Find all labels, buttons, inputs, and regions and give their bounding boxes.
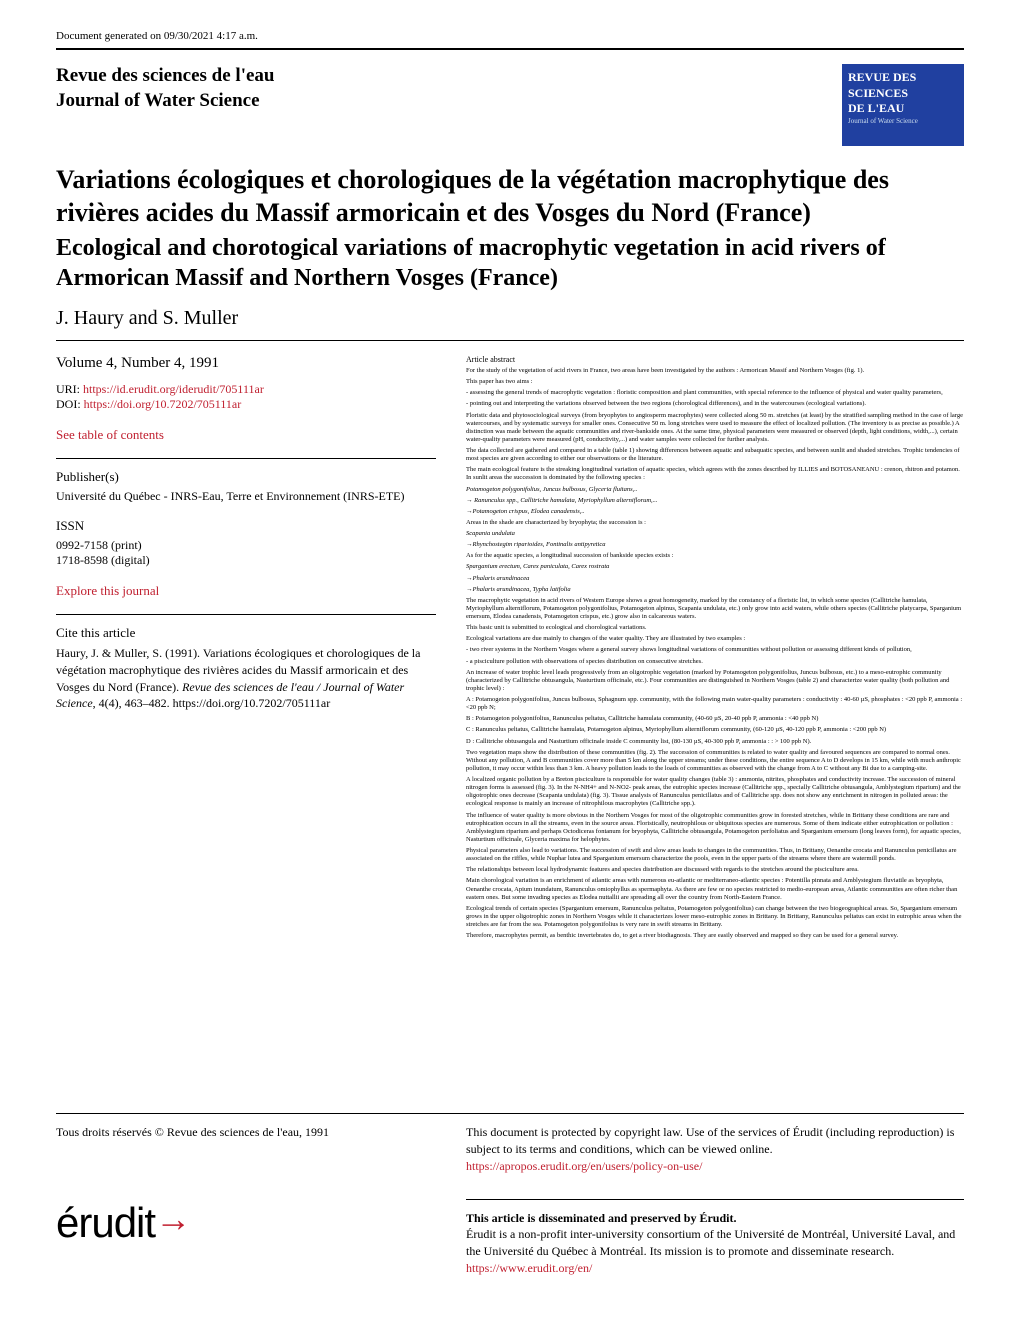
abstract-p19: This basic unit is submitted to ecologic… xyxy=(466,624,964,632)
doi-label: DOI: xyxy=(56,397,84,411)
issn-print: 0992-7158 (print) xyxy=(56,538,436,553)
uri-row: URI: https://id.erudit.org/iderudit/7051… xyxy=(56,382,436,397)
abstract-p15: Sparganium erectum, Carex paniculata, Ca… xyxy=(466,563,964,571)
divider-1 xyxy=(56,340,964,341)
abstract-column: Article abstract For the study of the ve… xyxy=(466,355,964,943)
abstract-p2: This paper has two aims : xyxy=(466,378,964,386)
article-title-en: Ecological and chorotogical variations o… xyxy=(56,233,964,293)
abstract-p25: B : Potamogeton polygonifolius, Ranuncul… xyxy=(466,715,964,723)
abstract-p8: Potamogeton polygonifolius, Juncus bulbo… xyxy=(466,486,964,494)
abstract-p12: Scapania undulata xyxy=(466,530,964,538)
logo-line-3: DE L'EAU xyxy=(848,101,958,117)
abstract-p10: →Potamogeton crispus, Elodea canadensis,… xyxy=(466,508,964,516)
abstract-p16: →Phalaris arundinacea xyxy=(466,575,964,583)
abstract-p28: Two vegetation maps show the distributio… xyxy=(466,749,964,773)
citation-text: Haury, J. & Muller, S. (1991). Variation… xyxy=(56,645,436,712)
uri-link[interactable]: https://id.erudit.org/iderudit/705111ar xyxy=(83,382,264,396)
authors: J. Haury and S. Muller xyxy=(56,307,964,330)
erudit-url-link[interactable]: https://www.erudit.org/en/ xyxy=(466,1261,592,1275)
citation-rest: , 4(4), 463–482. https://doi.org/10.7202… xyxy=(93,696,331,710)
abstract-p27: D : Callitriche obtusangula and Nasturti… xyxy=(466,738,964,746)
logo-line-1: REVUE DES xyxy=(848,70,958,86)
copyright-text: Tous droits réservés © Revue des science… xyxy=(56,1124,436,1174)
top-rule xyxy=(56,48,964,50)
erudit-text-block: This article is disseminated and preserv… xyxy=(466,1199,964,1277)
logo-sub: Journal of Water Science xyxy=(848,117,958,126)
preserved-text: Érudit is a non-profit inter-university … xyxy=(466,1226,964,1260)
abstract-p29: A localized organic pollution by a Breto… xyxy=(466,776,964,809)
abstract-p31: Physical parameters also lead to variati… xyxy=(466,847,964,863)
journal-logo: REVUE DES SCIENCES DE L'EAU Journal of W… xyxy=(842,64,964,146)
abstract-p5: Floristic data and phytosociological sur… xyxy=(466,412,964,445)
abstract-p24: A : Potamogeton polygonifolius, Juncus b… xyxy=(466,696,964,712)
abstract-p6: The data collected are gathered and comp… xyxy=(466,447,964,463)
abstract-p4: - pointing out and interpreting the vari… xyxy=(466,400,964,408)
abstract-p13: →Rhynchostegim riparioides, Fontinalis a… xyxy=(466,541,964,549)
volume-info: Volume 4, Number 4, 1991 xyxy=(56,355,436,372)
abstract-p22: - a pisciculture pollution with observat… xyxy=(466,658,964,666)
abstract-p3: - assessing the general trends of macrop… xyxy=(466,389,964,397)
explore-link[interactable]: Explore this journal xyxy=(56,583,159,598)
abstract-p32: The relationships between local hydrodyn… xyxy=(466,866,964,874)
divider-2 xyxy=(56,458,436,459)
footer: Tous droits réservés © Revue des science… xyxy=(56,1113,964,1277)
footer-rule-1 xyxy=(56,1113,964,1114)
doi-link[interactable]: https://doi.org/10.7202/705111ar xyxy=(84,397,242,411)
footer-rule-2 xyxy=(466,1199,964,1200)
left-column: Volume 4, Number 4, 1991 URI: https://id… xyxy=(56,355,436,943)
abstract-p34: Ecological trends of certain species (Sp… xyxy=(466,905,964,929)
journal-title-fr: Revue des sciences de l'eau xyxy=(56,64,274,89)
erudit-logo-text: érudit xyxy=(56,1199,155,1246)
erudit-arrow-icon: → xyxy=(155,1198,190,1240)
abstract-heading: Article abstract xyxy=(466,355,964,365)
abstract-p14: As for the aquatic species, a longitudin… xyxy=(466,552,964,560)
abstract-p17: →Phalaris arundinacea, Typha latifolia xyxy=(466,586,964,594)
protection-text: This document is protected by copyright … xyxy=(466,1124,964,1158)
publisher-heading: Publisher(s) xyxy=(56,469,436,485)
erudit-logo: érudit→ xyxy=(56,1199,436,1247)
abstract-p33: Main chorological variation is an enrich… xyxy=(466,877,964,901)
uri-label: URI: xyxy=(56,382,83,396)
logo-line-2: SCIENCES xyxy=(848,86,958,102)
issn-digital: 1718-8598 (digital) xyxy=(56,553,436,568)
abstract-p23: An increase of water trophic level leads… xyxy=(466,669,964,693)
journal-titles: Revue des sciences de l'eau Journal of W… xyxy=(56,64,274,113)
abstract-p30: The influence of water quality is more o… xyxy=(466,812,964,845)
publisher-value: Université du Québec - INRS-Eau, Terre e… xyxy=(56,489,436,504)
abstract-p35: Therefore, macrophytes permit, as benthi… xyxy=(466,932,964,940)
abstract-p11: Areas in the shade are characterized by … xyxy=(466,519,964,527)
doi-row: DOI: https://doi.org/10.7202/705111ar xyxy=(56,397,436,412)
toc-link[interactable]: See table of contents xyxy=(56,427,164,442)
header-row: Revue des sciences de l'eau Journal of W… xyxy=(56,64,964,146)
cite-heading: Cite this article xyxy=(56,625,436,641)
generation-date: Document generated on 09/30/2021 4:17 a.… xyxy=(56,30,964,42)
abstract-p26: C : Ranunculus peltatus, Callitriche ham… xyxy=(466,726,964,734)
abstract-p1: For the study of the vegetation of acid … xyxy=(466,367,964,375)
abstract-p7: The main ecological feature is the strea… xyxy=(466,466,964,482)
abstract-p21: - two river systems in the Northern Vosg… xyxy=(466,646,964,654)
journal-title-en: Journal of Water Science xyxy=(56,89,274,114)
protection-block: This document is protected by copyright … xyxy=(466,1124,964,1174)
policy-link[interactable]: https://apropos.erudit.org/en/users/poli… xyxy=(466,1159,702,1173)
issn-heading: ISSN xyxy=(56,518,436,534)
abstract-p9: → Ranunculus spp., Callitriche hamulata,… xyxy=(466,497,964,505)
preserved-heading: This article is disseminated and preserv… xyxy=(466,1210,964,1227)
abstract-p20: Ecological variations are due mainly to … xyxy=(466,635,964,643)
article-title-fr: Variations écologiques et chorologiques … xyxy=(56,164,964,229)
abstract-p18: The macrophytic vegetation in acid river… xyxy=(466,597,964,621)
divider-3 xyxy=(56,614,436,615)
